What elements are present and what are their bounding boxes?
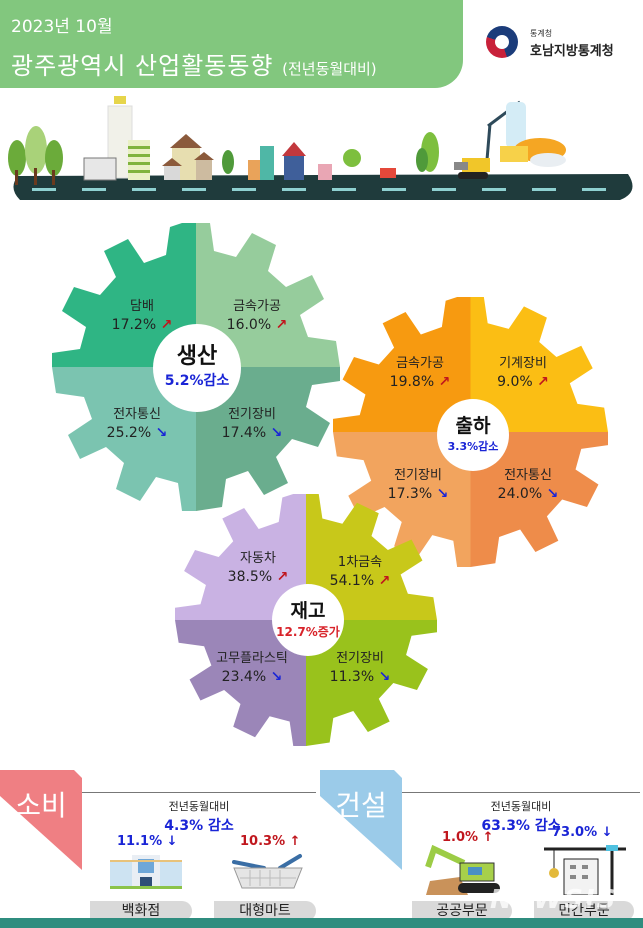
consumption-label: 소비 [15, 789, 67, 822]
city-illustration [0, 88, 643, 206]
segment-pct: 23.4% [221, 669, 267, 685]
segment-name: 금속가공 [233, 299, 281, 314]
divider [402, 792, 640, 793]
segment-name: 담배 [130, 299, 154, 314]
segment-metal-processing: 금속가공 16.0% ↗ [212, 298, 302, 334]
segment-electronics-telecom: 전자통신 25.2% ↘ [92, 406, 182, 442]
divider [82, 792, 316, 793]
report-date: 2023년 10월 [11, 17, 113, 37]
arrow-up-icon: ↗ [160, 317, 173, 333]
segment-metal-processing: 금속가공 19.8% ↗ [375, 355, 465, 391]
segment-pct: 11.3% [329, 669, 375, 685]
gear-title: 출하 [455, 415, 491, 437]
taegeuk-logo-icon [486, 26, 518, 58]
segment-pct: 9.0% [497, 374, 533, 390]
private-sector-label: 민간부문 [534, 901, 634, 921]
segment-pct: 25.2% [106, 425, 152, 441]
gear-center-inventory: 재고 12.7%증가 [272, 584, 344, 656]
segment-pct: 17.4% [221, 425, 267, 441]
segment-tobacco: 담배 17.2% ↗ [102, 298, 182, 334]
arrow-up-icon: ↗ [378, 573, 391, 589]
construction-label: 건설 [335, 789, 387, 822]
segment-name: 전기장비 [228, 407, 276, 422]
segment-name: 전기장비 [336, 651, 384, 666]
construction-total: 63.3% 감소 [481, 818, 561, 834]
gear-value: 5.2%감소 [164, 373, 230, 389]
footer-bar [0, 918, 643, 928]
hypermarket-pct: 10.3% ↑ [240, 834, 301, 849]
org-small-label: 통계청 [530, 29, 553, 38]
construction-panel: 건설 전년동월대비 63.3% 감소 1.0% ↑ 73.0% ↓ 공공부문 민… [320, 770, 643, 928]
excavator-icon [420, 844, 504, 895]
segment-name: 자동차 [240, 551, 276, 566]
segment-rubber-plastic: 고무플라스틱 23.4% ↘ [197, 650, 307, 686]
gear-value: 12.7%증가 [276, 625, 340, 639]
arrow-down-icon: ↘ [155, 425, 168, 441]
segment-pct: 54.1% [329, 573, 375, 589]
private-sector-pct: 73.0% ↓ [552, 825, 613, 840]
segment-pct: 17.3% [387, 486, 433, 502]
segment-electronics-telecom: 전자통신 24.0% ↘ [483, 467, 573, 503]
arrow-up-icon: ↗ [438, 374, 451, 390]
consumption-ribbon: 소비 [0, 770, 82, 870]
segment-name: 전기장비 [394, 468, 442, 483]
segment-pct: 19.8% [389, 374, 435, 390]
segment-name: 1차금속 [337, 555, 383, 570]
segment-electrical-equipment: 전기장비 17.3% ↘ [373, 467, 463, 503]
page-title-main: 광주광역시 산업활동동향 [11, 52, 274, 80]
segment-name: 전자통신 [504, 468, 552, 483]
gear-inventory: 자동차 38.5% ↗ 1차금속 54.1% ↗ 고무플라스틱 23.4% ↘ … [175, 494, 437, 746]
hypermarket-label: 대형마트 [214, 901, 316, 921]
segment-electrical-equipment: 전기장비 17.4% ↘ [207, 406, 297, 442]
page-title: 광주광역시 산업활동동향 (전년동월대비) [11, 46, 377, 81]
segment-name: 금속가공 [396, 356, 444, 371]
consumption-total: 4.3% 감소 [164, 818, 234, 834]
segment-name: 전자통신 [113, 407, 161, 422]
gear-center-shipment: 출하 3.3%감소 [437, 399, 509, 471]
construction-ribbon: 건설 [320, 770, 402, 870]
public-sector-label: 공공부문 [412, 901, 512, 921]
segment-name: 기계장비 [499, 356, 547, 371]
segment-name: 고무플라스틱 [216, 651, 288, 666]
gear-shipment: 금속가공 19.8% ↗ 기계장비 9.0% ↗ 전기장비 17.3% ↘ 전자… [333, 297, 608, 567]
arrow-down-icon: ↘ [378, 669, 391, 685]
gear-value: 3.3%감소 [447, 440, 499, 453]
page-title-sub: (전년동월대비) [282, 60, 377, 78]
segment-pct: 16.0% [226, 317, 272, 333]
arrow-up-icon: ↗ [276, 569, 289, 585]
segment-pct: 17.2% [111, 317, 157, 333]
gear-production: 담배 17.2% ↗ 금속가공 16.0% ↗ 전자통신 25.2% ↘ 전기장… [52, 223, 340, 511]
segment-machinery: 기계장비 9.0% ↗ [478, 355, 568, 391]
arrow-down-icon: ↘ [270, 425, 283, 441]
segment-automobile: 자동차 38.5% ↗ [213, 550, 303, 586]
arrow-down-icon: ↘ [546, 486, 559, 502]
public-sector-pct: 1.0% ↑ [442, 830, 494, 845]
gear-title: 재고 [290, 600, 326, 622]
gear-center-production: 생산 5.2%감소 [153, 324, 241, 412]
department-store-label: 백화점 [90, 901, 192, 921]
segment-electrical-equipment: 전기장비 11.3% ↘ [315, 650, 405, 686]
department-store-icon [110, 855, 182, 889]
segment-pct: 24.0% [497, 486, 543, 502]
tower-crane-icon [542, 845, 626, 896]
header-banner: 2023년 10월 광주광역시 산업활동동향 (전년동월대비) [0, 0, 463, 88]
arrow-up-icon: ↗ [275, 317, 288, 333]
org-name: 호남지방통계청 [530, 44, 614, 59]
arrow-down-icon: ↘ [436, 486, 449, 502]
org-logo: 통계청 호남지방통계청 [486, 26, 626, 62]
segment-pct: 38.5% [227, 569, 273, 585]
consumption-panel: 소비 전년동월대비 4.3% 감소 11.1% ↓ 10.3% ↑ 백화점 대형… [0, 770, 320, 928]
arrow-down-icon: ↘ [270, 669, 283, 685]
yoy-label: 전년동월대비 [168, 800, 230, 813]
segment-primary-metal: 1차금속 54.1% ↗ [315, 554, 405, 590]
department-store-pct: 11.1% ↓ [117, 834, 178, 849]
yoy-label: 전년동월대비 [490, 800, 552, 813]
gear-title: 생산 [176, 344, 218, 369]
watermark: NEWSIS [490, 885, 618, 915]
arrow-up-icon: ↗ [537, 374, 549, 390]
shopping-basket-icon [230, 852, 305, 890]
